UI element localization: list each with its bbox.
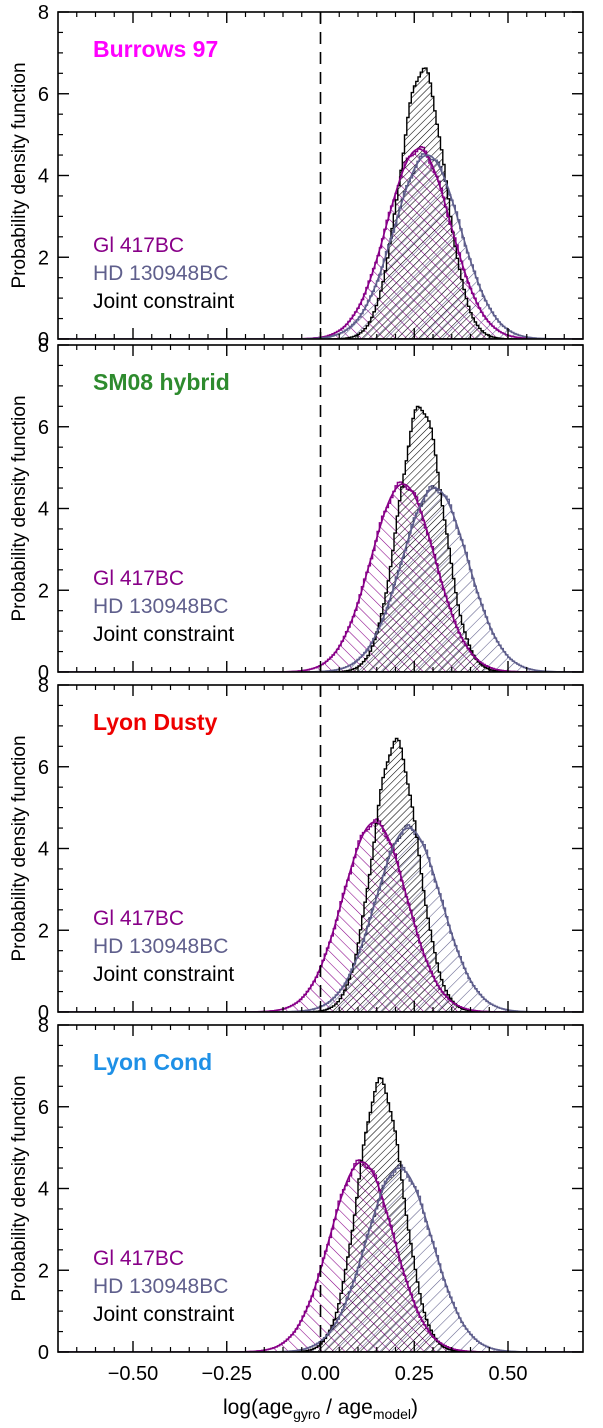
- legend-entry: HD 130948BC: [93, 935, 228, 958]
- legend-entry: HD 130948BC: [93, 595, 228, 618]
- y-axis-label: Probability density function: [9, 395, 30, 621]
- legend-entry: Gl 417BC: [93, 907, 184, 930]
- histogram-joint-constraint: [326, 405, 516, 672]
- y-tick-label: 6: [38, 84, 49, 106]
- legend-entry: Joint constraint: [93, 1303, 234, 1326]
- y-tick-label: 0: [38, 662, 49, 684]
- x-axis-label-part: log(age: [223, 1396, 293, 1419]
- panel-title: Burrows 97: [93, 36, 218, 62]
- histogram-joint-constraint: [328, 67, 517, 339]
- panel-2: 0 2 4 6 8 Probability density function SM08 hy…: [9, 335, 584, 684]
- panel-3: 0 2 4 6 8 Probability density function Lyon Du…: [9, 675, 584, 1024]
- legend-entry: HD 130948BC: [93, 262, 228, 285]
- y-tick-label: 2: [38, 1260, 49, 1282]
- legend-entry: Gl 417BC: [93, 234, 184, 257]
- y-tick-label: 4: [38, 166, 49, 188]
- y-tick-label: 0: [38, 1342, 49, 1364]
- y-tick-label: 4: [38, 839, 49, 861]
- y-tick-label: 8: [38, 675, 49, 697]
- x-tick-label: 0.50: [489, 1363, 528, 1385]
- y-tick-label: 2: [38, 247, 49, 269]
- panel-4: 0 2 4 6 8 Probability density function Lyon Co…: [9, 1015, 584, 1364]
- panel-title: SM08 hybrid: [93, 369, 230, 395]
- legend-entry: Joint constraint: [93, 963, 234, 986]
- x-tick-label: −0.50: [108, 1363, 159, 1385]
- x-tick-label: 0.00: [301, 1363, 340, 1385]
- legend-entry: Joint constraint: [93, 623, 234, 646]
- x-axis-label-part: ): [411, 1396, 418, 1419]
- x-axis-label-part: gyro: [293, 1406, 320, 1422]
- y-tick-label: 8: [38, 335, 49, 357]
- y-tick-label: 8: [38, 2, 49, 24]
- x-tick-label: −0.25: [201, 1363, 252, 1385]
- y-axis-label: Probability density function: [9, 62, 30, 288]
- y-tick-label: 2: [38, 920, 49, 942]
- y-tick-label: 6: [38, 757, 49, 779]
- legend-entry: Gl 417BC: [93, 567, 184, 590]
- legend-entry: HD 130948BC: [93, 1275, 228, 1298]
- x-axis-label-part: model: [373, 1406, 411, 1422]
- legend-entry: Joint constraint: [93, 290, 234, 313]
- x-tick-label: 0.25: [395, 1363, 434, 1385]
- y-tick-label: 6: [38, 1097, 49, 1119]
- y-tick-label: 4: [38, 1179, 49, 1201]
- y-tick-label: 8: [38, 1015, 49, 1037]
- x-axis-label: log(agegyro / agemodel): [223, 1396, 418, 1422]
- panel-1: 0 2 4 6 8 Probability density function Burrows…: [9, 2, 584, 351]
- y-axis-label: Probability density function: [9, 735, 30, 961]
- legend-entry: Gl 417BC: [93, 1247, 184, 1270]
- x-axis-label-part: / age: [320, 1396, 373, 1419]
- y-tick-label: 0: [38, 1002, 49, 1024]
- y-tick-label: 2: [38, 580, 49, 602]
- panel-title: Lyon Cond: [93, 1049, 212, 1075]
- y-tick-label: 4: [38, 499, 49, 521]
- panel-title: Lyon Dusty: [93, 709, 218, 735]
- y-tick-label: 0: [38, 329, 49, 351]
- y-tick-label: 6: [38, 417, 49, 439]
- y-axis-label: Probability density function: [9, 1075, 30, 1301]
